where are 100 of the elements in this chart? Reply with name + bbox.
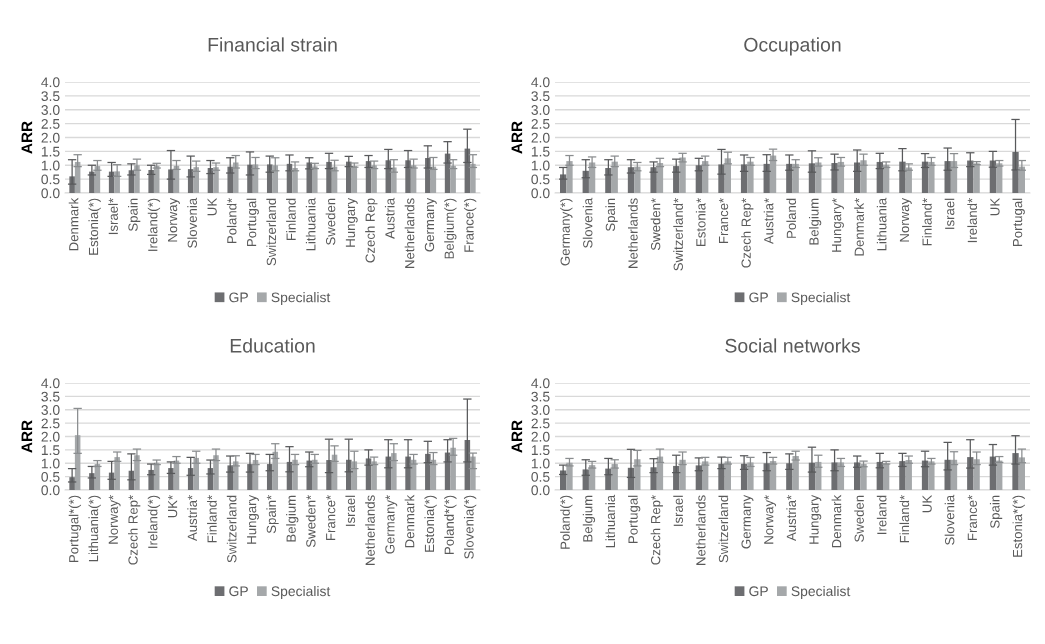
- x-tick-label: Spain*: [266, 495, 279, 534]
- x-tick-label: Germany(*): [560, 198, 573, 266]
- x-tick-label: Poland(*): [560, 495, 573, 549]
- x-tick-label: Denmark: [68, 197, 79, 251]
- x-tick-label: Lithuania(*): [88, 495, 101, 562]
- x-tick-label: Germany: [741, 494, 754, 549]
- y-tick-label: 3.5: [41, 391, 60, 402]
- x-tick-label: France(*): [463, 198, 477, 252]
- y-tick-label: 2.5: [41, 118, 60, 129]
- legend-label: Specialist: [791, 585, 851, 599]
- x-tick-label: France*: [967, 495, 977, 540]
- y-tick-label: 4.0: [531, 77, 550, 88]
- x-tick-label: Sweden*: [305, 495, 316, 548]
- x-tick-label: Estonia(*): [424, 495, 437, 552]
- x-tick-label: Finland*: [899, 495, 910, 543]
- x-tick-label: Portugal*(*): [68, 495, 82, 562]
- x-tick-label: Spain: [605, 198, 618, 232]
- x-tick-label: UK: [207, 198, 217, 216]
- x-tick-label: UK: [990, 198, 1000, 216]
- y-tick-label: 1.0: [531, 160, 550, 171]
- y-axis-title: ARR: [21, 420, 33, 453]
- x-tick-label: Denmark: [404, 494, 415, 548]
- y-tick-label: 0.0: [41, 188, 60, 199]
- x-tick-label: Norway*: [108, 495, 121, 544]
- chart-title: Social networks: [725, 338, 860, 353]
- y-axis-title: ARR: [21, 121, 33, 154]
- x-tick-label: France*: [718, 198, 729, 243]
- y-tick-label: 1.0: [41, 458, 60, 469]
- x-tick-label: Lithuania: [876, 197, 887, 251]
- y-tick-label: 3.0: [41, 105, 60, 115]
- x-tick-label: Sweden*: [650, 198, 661, 251]
- x-tick-label: Switzerland: [266, 198, 277, 266]
- x-tick-label: Czech Rep: [365, 198, 378, 263]
- x-tick-label: Hungary: [809, 494, 822, 544]
- y-tick-label: 2.5: [41, 418, 60, 429]
- x-tick-label: Hungary*: [832, 198, 844, 252]
- x-tick-label: Netherlands: [365, 495, 375, 565]
- y-axis-title: ARR: [511, 121, 523, 154]
- x-tick-label: Czech Rep*: [741, 198, 754, 268]
- x-tick-label: Israel: [345, 495, 356, 526]
- chart-title: Education: [230, 338, 315, 353]
- y-tick-label: 2.0: [531, 431, 550, 442]
- y-tick-label: 0.5: [41, 471, 60, 482]
- y-tick-label: 4.0: [41, 77, 60, 88]
- x-tick-label: Switzerland: [718, 495, 729, 563]
- y-tick-label: 1.5: [531, 146, 550, 157]
- x-tick-label: Denmark: [831, 494, 842, 548]
- x-tick-label: Portugal: [1012, 198, 1025, 246]
- x-tick-label: Ireland*: [967, 198, 977, 243]
- y-tick-label: 2.0: [41, 132, 60, 143]
- x-tick-label: Switzerland: [226, 495, 237, 563]
- x-tick-label: Norway: [168, 197, 180, 242]
- x-tick-label: Lithuania: [305, 197, 316, 251]
- x-tick-label: Belgium: [286, 495, 299, 542]
- x-tick-label: Lithuania: [605, 494, 616, 548]
- x-tick-label: Slovenia: [582, 197, 593, 248]
- y-tick-label: 1.5: [41, 445, 60, 456]
- x-tick-label: Israel: [673, 495, 683, 526]
- legend-label: GP: [749, 586, 768, 597]
- legend-label: GP: [749, 292, 768, 303]
- x-tick-label: Poland*(*): [444, 495, 457, 554]
- x-tick-label: France*: [326, 495, 336, 540]
- y-axis-title: ARR: [511, 420, 523, 453]
- x-tick-label: Finland*: [207, 495, 217, 543]
- y-tick-label: 0.5: [531, 174, 550, 185]
- y-tick-label: 3.5: [531, 91, 550, 102]
- y-tick-label: 4.0: [41, 378, 60, 389]
- x-tick-label: Portugal: [628, 495, 641, 543]
- x-tick-label: Germany: [424, 197, 437, 252]
- y-tick-label: 0.0: [41, 485, 60, 496]
- x-tick-label: Netherlands: [404, 198, 415, 268]
- chart-title: Occupation: [744, 37, 841, 56]
- x-tick-label: Austria*: [763, 198, 774, 245]
- y-tick-label: 0.0: [531, 485, 550, 496]
- legend-label: Specialist: [791, 292, 851, 306]
- x-tick-label: Estonia*: [695, 198, 706, 246]
- x-tick-label: Belgium: [808, 198, 822, 245]
- y-tick-label: 1.5: [41, 146, 60, 157]
- legend-label: Specialist: [271, 585, 331, 599]
- y-tick-label: 3.0: [531, 105, 550, 115]
- y-tick-label: 1.0: [41, 160, 60, 171]
- x-tick-label: Czech Rep*: [128, 495, 141, 565]
- x-tick-label: Netherlands: [695, 495, 706, 565]
- x-tick-label: Slovenia: [187, 197, 197, 248]
- x-tick-label: Sweden: [325, 198, 336, 245]
- legend-label: GP: [229, 586, 248, 597]
- y-tick-label: 0.5: [41, 174, 60, 185]
- x-tick-label: Finland: [286, 198, 296, 241]
- x-tick-label: Norway*: [764, 495, 777, 544]
- x-tick-label: Germany*: [385, 495, 398, 554]
- y-tick-label: 2.5: [531, 418, 550, 429]
- x-tick-label: UK*: [168, 495, 178, 518]
- x-tick-label: UK: [922, 495, 932, 513]
- x-tick-label: Israel*: [108, 198, 118, 235]
- x-tick-label: Hungary: [247, 494, 259, 544]
- legend-label: Specialist: [271, 292, 331, 306]
- x-tick-label: Belgium: [582, 495, 596, 542]
- y-tick-label: 0.5: [531, 471, 550, 482]
- y-tick-label: 2.0: [41, 431, 60, 442]
- x-tick-label: Ireland(*): [147, 495, 161, 548]
